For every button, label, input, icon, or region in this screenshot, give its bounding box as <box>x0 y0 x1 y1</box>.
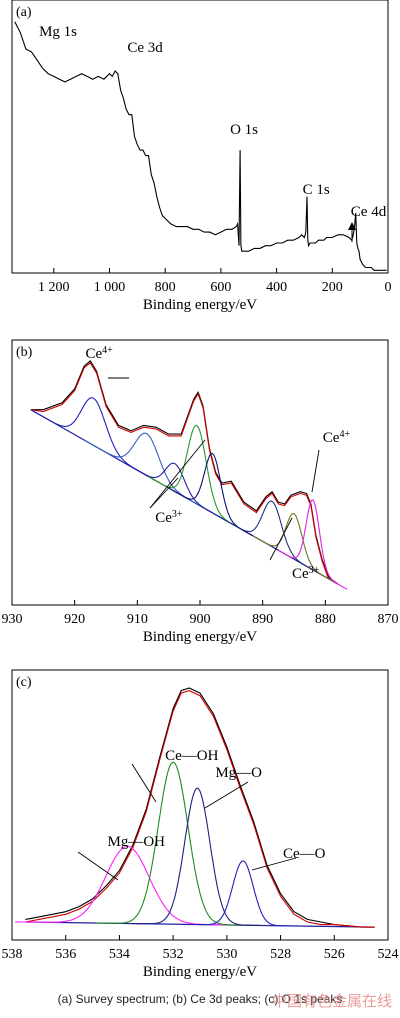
x-axis-label: Binding energy/eV <box>143 964 257 980</box>
annotation-pointer <box>204 781 249 809</box>
plot-frame <box>11 339 389 606</box>
x-tick-label: 530 <box>216 947 237 962</box>
panel-b: (b) 930 920 910 900 890 880 870 Binding energy/e… <box>2 339 399 645</box>
figure-caption: (a) Survey spectrum; (b) Ce 3d peaks; (c… <box>57 992 343 1006</box>
annotation-pointer <box>251 857 297 871</box>
x-tick-label: 920 <box>64 612 85 627</box>
panel-label: (a) <box>16 5 32 20</box>
series-line-10 <box>278 499 348 590</box>
ce4d-arrowhead <box>348 222 356 230</box>
x-tick-label: 870 <box>378 612 399 627</box>
peak-label: Mg—O <box>215 765 262 781</box>
series-line-5 <box>132 787 263 927</box>
peak-label: O 1s <box>230 122 258 138</box>
x-tick-label: 800 <box>155 280 176 295</box>
x-tick-label: 900 <box>190 612 211 627</box>
peak-label: Ce—OH <box>165 748 218 764</box>
x-tick-label: 538 <box>2 947 23 962</box>
series-line-9 <box>252 513 336 584</box>
annotation-pointer <box>149 439 206 509</box>
x-tick-label: 1 000 <box>94 280 126 295</box>
annotation-pointer <box>269 517 293 561</box>
series-line-8 <box>223 500 321 575</box>
panel-a: (a) 1 200 1 000 800 600 400 200 0 Binding energy… <box>11 0 392 313</box>
annotation-pointer <box>149 477 179 509</box>
x-tick-label: 890 <box>252 612 273 627</box>
peak-label: C 1s <box>303 182 330 198</box>
peak-label: Ce3+ <box>155 509 183 527</box>
x-tick-label: 528 <box>270 947 291 962</box>
peak-label: Mg 1s <box>39 24 77 40</box>
x-tick-label: 526 <box>324 947 345 962</box>
watermark-text: 中国有色金属在线 <box>271 992 392 1010</box>
x-tick-label: 400 <box>266 280 287 295</box>
series-line-4 <box>96 761 250 926</box>
peak-label: Ce—O <box>283 846 326 862</box>
peak-label: Ce 3d <box>127 40 163 56</box>
peak-label: Ce3+ <box>292 565 320 583</box>
x-tick-label: 1 200 <box>38 280 70 295</box>
peak-label: Ce4+ <box>85 345 113 363</box>
annotation-pointer <box>131 763 157 803</box>
series-line-1 <box>30 360 339 585</box>
x-tick-label: 534 <box>109 947 130 962</box>
x-tick-label: 524 <box>378 947 399 962</box>
series-line-2 <box>30 361 339 585</box>
panel-c: (c) 538 536 534 532 530 528 526 524 Binding energ… <box>2 669 399 980</box>
panel-label: (b) <box>16 345 33 360</box>
series-line-5 <box>126 462 224 520</box>
plot-frame <box>11 669 389 941</box>
x-tick-label: 532 <box>163 947 184 962</box>
x-tick-label: 0 <box>385 280 392 295</box>
series-line-1 <box>14 21 387 271</box>
peak-label: Mg—OH <box>107 834 165 850</box>
x-tick-label: 600 <box>210 280 231 295</box>
plot-frame <box>11 0 389 274</box>
series-line-1 <box>25 687 375 928</box>
x-tick-label: 930 <box>2 612 23 627</box>
panel-label: (c) <box>16 675 32 690</box>
x-tick-label: 880 <box>315 612 336 627</box>
annotation-pointer <box>311 449 320 493</box>
series-line-2 <box>25 690 375 928</box>
x-tick-label: 910 <box>127 612 148 627</box>
peak-label: Ce4+ <box>323 429 351 447</box>
x-tick-label: 200 <box>322 280 343 295</box>
x-axis-label: Binding energy/eV <box>143 629 257 645</box>
x-tick-label: 536 <box>55 947 76 962</box>
x-axis-label: Binding energy/eV <box>143 297 257 313</box>
series-line-6 <box>189 860 297 927</box>
peak-label: Ce 4d <box>351 204 387 220</box>
annotation-pointer <box>77 851 119 881</box>
